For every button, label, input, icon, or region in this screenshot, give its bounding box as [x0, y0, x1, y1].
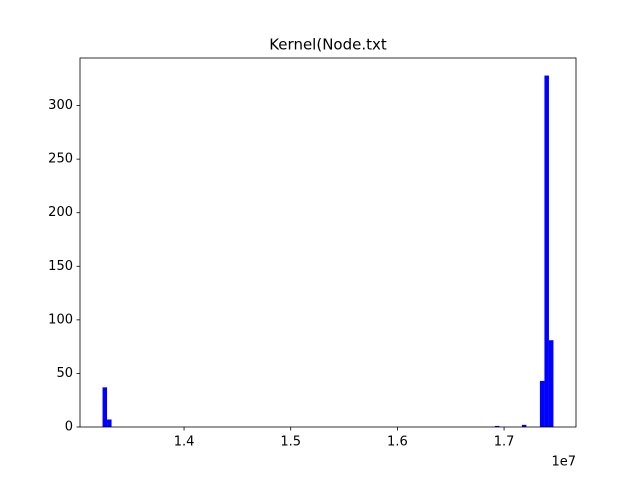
y-tick-label: 300: [48, 98, 73, 113]
plot-frame: [79, 57, 577, 428]
y-tick-label: 150: [48, 259, 73, 274]
x-offset-label: 1e7: [551, 455, 576, 470]
x-tick-label: 1.4: [174, 435, 195, 450]
chart-title: Kernel(Node.txt: [269, 36, 387, 54]
bar: [544, 75, 549, 428]
bar: [521, 424, 527, 427]
bar: [539, 380, 545, 427]
y-tick-label: 100: [48, 312, 73, 327]
bar: [107, 419, 112, 427]
y-tick-label: 200: [48, 205, 73, 220]
bar: [548, 340, 554, 427]
x-tick-label: 1.7: [494, 435, 515, 450]
bar: [494, 425, 500, 427]
bar: [102, 387, 108, 427]
y-tick-label: 50: [56, 366, 73, 381]
y-tick-label: 0: [65, 420, 73, 435]
x-tick-label: 1.5: [280, 435, 301, 450]
x-tick-label: 1.6: [387, 435, 408, 450]
y-tick-label: 250: [48, 152, 73, 167]
